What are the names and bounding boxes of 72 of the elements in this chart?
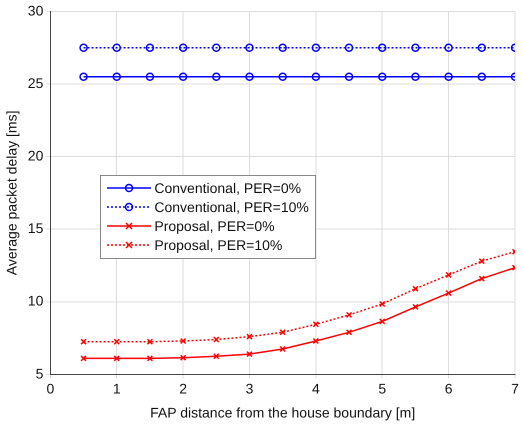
point — [278, 72, 287, 81]
point — [444, 43, 453, 52]
y-tick-label: 10 — [28, 292, 44, 309]
x-tick-label: 7 — [511, 380, 520, 397]
point — [146, 43, 154, 52]
point — [445, 290, 452, 296]
point — [279, 346, 286, 352]
x-tick-label: 0 — [46, 380, 54, 397]
y-tick-label: 5 — [36, 365, 44, 382]
y-tick-label: 30 — [28, 2, 44, 18]
x-tick-label: 4 — [312, 380, 320, 397]
y-tick-label: 15 — [28, 220, 44, 236]
point — [178, 43, 188, 52]
point — [344, 72, 354, 81]
y-tick-label: 20 — [28, 147, 44, 164]
y-tick-label: 25 — [28, 74, 44, 91]
point — [412, 286, 419, 292]
point — [445, 272, 452, 278]
point — [79, 43, 88, 52]
point — [378, 72, 386, 81]
point — [146, 355, 154, 362]
point — [114, 338, 120, 345]
x-tick-label: 2 — [179, 380, 188, 397]
point — [213, 336, 220, 343]
point — [379, 300, 386, 308]
x-tick-label: 1 — [112, 380, 121, 397]
point — [346, 312, 352, 318]
point — [411, 72, 420, 81]
point — [112, 43, 121, 52]
point — [412, 304, 419, 310]
legend-label: Conventional, PER=10% — [154, 198, 309, 217]
point — [180, 338, 186, 344]
point — [212, 72, 221, 81]
point — [178, 72, 188, 81]
point — [312, 43, 320, 52]
point — [444, 72, 453, 81]
point — [278, 43, 287, 52]
point — [180, 354, 186, 361]
point — [478, 275, 486, 282]
point — [146, 338, 154, 345]
point — [146, 72, 154, 81]
point — [245, 43, 254, 52]
point — [213, 353, 220, 360]
legend-label: Proposal, PER=0% — [154, 216, 275, 236]
point — [411, 43, 420, 52]
point — [378, 43, 386, 52]
legend-label: Conventional, PER=0% — [154, 178, 302, 198]
x-tick-label: 3 — [246, 380, 254, 397]
point — [344, 43, 354, 52]
y-axis-title: Average packet delay [ms] — [3, 110, 20, 276]
point — [312, 338, 320, 344]
x-axis-title: FAP distance from the house boundary [m] — [150, 404, 416, 420]
point — [246, 350, 253, 358]
point — [478, 258, 486, 264]
point — [112, 72, 121, 81]
point — [478, 43, 486, 52]
point — [478, 72, 486, 81]
point — [279, 329, 286, 336]
legend-label: Proposal, PER=10% — [154, 236, 282, 255]
point — [79, 72, 88, 81]
x-tick-label: 6 — [444, 380, 453, 397]
point — [379, 318, 386, 325]
point — [245, 72, 254, 81]
point — [212, 43, 221, 52]
point — [80, 355, 87, 362]
x-tick-label: 5 — [378, 380, 386, 397]
point — [114, 355, 120, 362]
point — [80, 338, 87, 345]
point — [312, 321, 320, 328]
point — [246, 333, 253, 340]
point — [312, 72, 320, 81]
point — [346, 329, 352, 336]
